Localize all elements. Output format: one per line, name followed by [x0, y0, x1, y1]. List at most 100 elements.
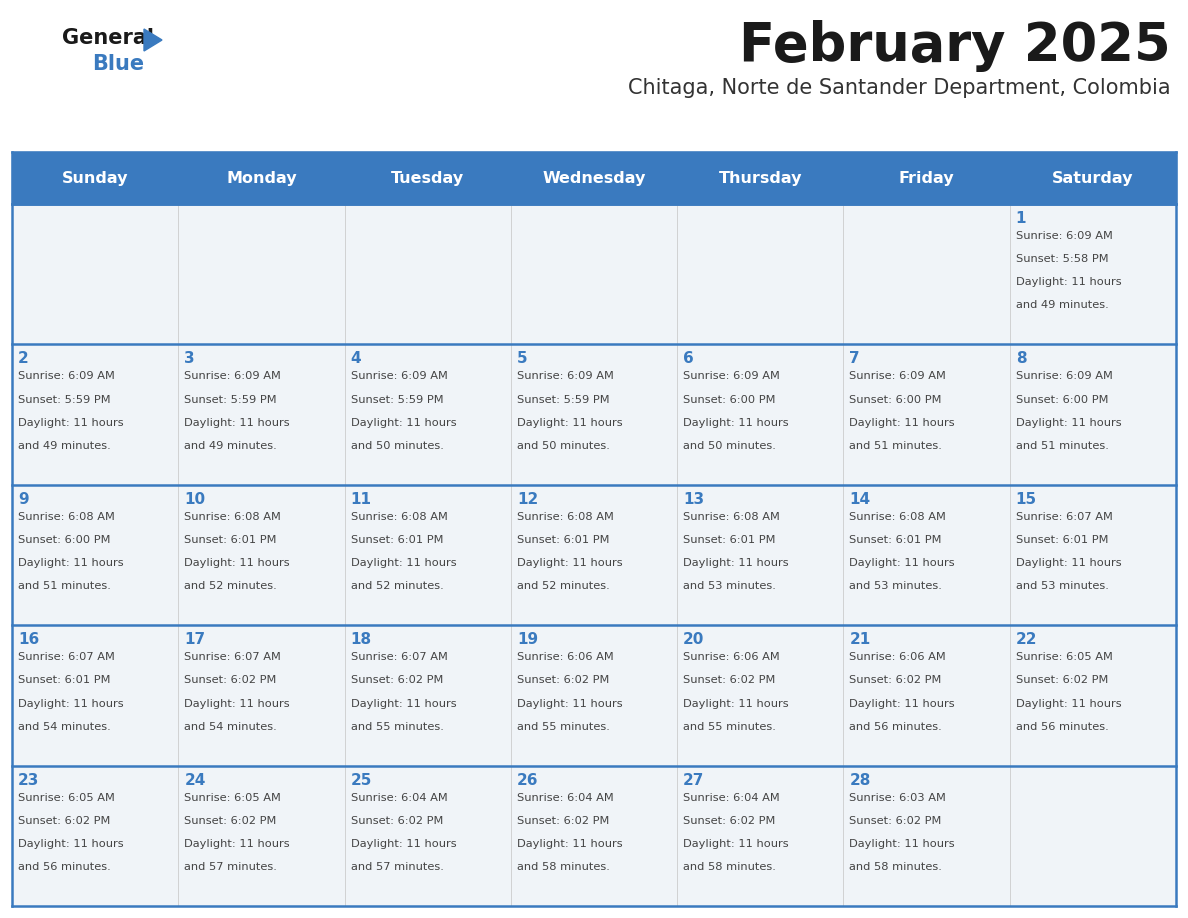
- Text: 3: 3: [184, 352, 195, 366]
- Text: Sunrise: 6:06 AM: Sunrise: 6:06 AM: [517, 652, 614, 662]
- Text: 17: 17: [184, 633, 206, 647]
- Text: Sunset: 6:02 PM: Sunset: 6:02 PM: [350, 816, 443, 826]
- Text: 26: 26: [517, 773, 538, 788]
- Text: and 53 minutes.: and 53 minutes.: [1016, 581, 1108, 591]
- Bar: [843, 766, 1010, 906]
- Text: and 58 minutes.: and 58 minutes.: [517, 862, 609, 872]
- Text: Daylight: 11 hours: Daylight: 11 hours: [1016, 558, 1121, 568]
- Text: and 54 minutes.: and 54 minutes.: [184, 722, 277, 732]
- Bar: [345, 204, 511, 344]
- Text: Sunset: 6:01 PM: Sunset: 6:01 PM: [849, 535, 942, 545]
- Text: 21: 21: [849, 633, 871, 647]
- Text: 24: 24: [184, 773, 206, 788]
- Text: Sunset: 5:59 PM: Sunset: 5:59 PM: [517, 395, 609, 405]
- Text: Daylight: 11 hours: Daylight: 11 hours: [184, 839, 290, 849]
- Bar: [843, 485, 1010, 625]
- Text: Sunset: 6:01 PM: Sunset: 6:01 PM: [683, 535, 776, 545]
- Text: Sunset: 6:02 PM: Sunset: 6:02 PM: [184, 676, 277, 686]
- Text: Daylight: 11 hours: Daylight: 11 hours: [517, 418, 623, 428]
- Bar: [12, 766, 178, 906]
- Bar: [345, 344, 511, 485]
- Bar: [12, 344, 178, 485]
- Text: Daylight: 11 hours: Daylight: 11 hours: [184, 699, 290, 709]
- Text: Daylight: 11 hours: Daylight: 11 hours: [1016, 418, 1121, 428]
- Text: Daylight: 11 hours: Daylight: 11 hours: [517, 558, 623, 568]
- Text: Sunrise: 6:05 AM: Sunrise: 6:05 AM: [184, 792, 282, 802]
- Bar: [12, 204, 178, 344]
- Text: Sunset: 5:59 PM: Sunset: 5:59 PM: [184, 395, 277, 405]
- Text: Daylight: 11 hours: Daylight: 11 hours: [184, 558, 290, 568]
- Text: Sunset: 6:02 PM: Sunset: 6:02 PM: [517, 676, 609, 686]
- Text: 23: 23: [18, 773, 39, 788]
- Text: Sunrise: 6:04 AM: Sunrise: 6:04 AM: [350, 792, 448, 802]
- Text: Sunrise: 6:09 AM: Sunrise: 6:09 AM: [683, 372, 781, 381]
- Text: and 58 minutes.: and 58 minutes.: [683, 862, 776, 872]
- Bar: [178, 766, 345, 906]
- Text: 13: 13: [683, 492, 704, 507]
- Text: 10: 10: [184, 492, 206, 507]
- Text: Sunset: 6:01 PM: Sunset: 6:01 PM: [517, 535, 609, 545]
- Text: and 49 minutes.: and 49 minutes.: [1016, 300, 1108, 310]
- Bar: [511, 485, 677, 625]
- Text: Sunrise: 6:08 AM: Sunrise: 6:08 AM: [849, 512, 947, 521]
- Text: and 50 minutes.: and 50 minutes.: [517, 441, 609, 451]
- Text: 25: 25: [350, 773, 372, 788]
- Bar: [843, 625, 1010, 766]
- Text: Daylight: 11 hours: Daylight: 11 hours: [18, 418, 124, 428]
- Text: Sunrise: 6:04 AM: Sunrise: 6:04 AM: [517, 792, 614, 802]
- Text: 12: 12: [517, 492, 538, 507]
- Text: and 51 minutes.: and 51 minutes.: [849, 441, 942, 451]
- Text: Sunrise: 6:08 AM: Sunrise: 6:08 AM: [184, 512, 282, 521]
- Bar: [1010, 625, 1176, 766]
- Text: Sunset: 6:02 PM: Sunset: 6:02 PM: [849, 816, 942, 826]
- Text: Daylight: 11 hours: Daylight: 11 hours: [683, 839, 789, 849]
- Text: and 57 minutes.: and 57 minutes.: [350, 862, 443, 872]
- Text: 5: 5: [517, 352, 527, 366]
- Text: Sunrise: 6:09 AM: Sunrise: 6:09 AM: [517, 372, 614, 381]
- Bar: [677, 625, 843, 766]
- Bar: [511, 625, 677, 766]
- Text: Sunset: 6:02 PM: Sunset: 6:02 PM: [683, 816, 776, 826]
- Text: Chitaga, Norte de Santander Department, Colombia: Chitaga, Norte de Santander Department, …: [628, 78, 1171, 98]
- Text: Sunset: 6:00 PM: Sunset: 6:00 PM: [849, 395, 942, 405]
- Bar: [1010, 204, 1176, 344]
- Text: and 53 minutes.: and 53 minutes.: [683, 581, 776, 591]
- Polygon shape: [144, 29, 162, 51]
- Bar: [12, 152, 1176, 204]
- Text: Sunday: Sunday: [62, 171, 128, 185]
- Text: Daylight: 11 hours: Daylight: 11 hours: [350, 558, 456, 568]
- Text: 4: 4: [350, 352, 361, 366]
- Text: Thursday: Thursday: [719, 171, 802, 185]
- Text: and 55 minutes.: and 55 minutes.: [683, 722, 776, 732]
- Text: Sunrise: 6:09 AM: Sunrise: 6:09 AM: [184, 372, 282, 381]
- Bar: [1010, 344, 1176, 485]
- Text: 8: 8: [1016, 352, 1026, 366]
- Text: Sunrise: 6:09 AM: Sunrise: 6:09 AM: [350, 372, 448, 381]
- Text: Sunrise: 6:08 AM: Sunrise: 6:08 AM: [683, 512, 781, 521]
- Text: Daylight: 11 hours: Daylight: 11 hours: [18, 558, 124, 568]
- Text: Sunrise: 6:08 AM: Sunrise: 6:08 AM: [350, 512, 448, 521]
- Text: 6: 6: [683, 352, 694, 366]
- Text: Sunset: 6:02 PM: Sunset: 6:02 PM: [849, 676, 942, 686]
- Bar: [1010, 766, 1176, 906]
- Text: Friday: Friday: [899, 171, 954, 185]
- Bar: [511, 766, 677, 906]
- Text: and 55 minutes.: and 55 minutes.: [350, 722, 443, 732]
- Text: Saturday: Saturday: [1053, 171, 1133, 185]
- Text: 11: 11: [350, 492, 372, 507]
- Text: Sunset: 6:01 PM: Sunset: 6:01 PM: [350, 535, 443, 545]
- Bar: [511, 204, 677, 344]
- Text: Sunrise: 6:09 AM: Sunrise: 6:09 AM: [1016, 231, 1113, 241]
- Text: 20: 20: [683, 633, 704, 647]
- Text: Sunrise: 6:07 AM: Sunrise: 6:07 AM: [184, 652, 282, 662]
- Text: Daylight: 11 hours: Daylight: 11 hours: [1016, 699, 1121, 709]
- Text: Daylight: 11 hours: Daylight: 11 hours: [350, 699, 456, 709]
- Text: and 53 minutes.: and 53 minutes.: [849, 581, 942, 591]
- Bar: [843, 204, 1010, 344]
- Text: Sunrise: 6:09 AM: Sunrise: 6:09 AM: [18, 372, 115, 381]
- Text: Blue: Blue: [91, 54, 144, 74]
- Text: Monday: Monday: [226, 171, 297, 185]
- Text: Sunrise: 6:08 AM: Sunrise: 6:08 AM: [517, 512, 614, 521]
- Text: and 56 minutes.: and 56 minutes.: [18, 862, 110, 872]
- Text: Sunrise: 6:05 AM: Sunrise: 6:05 AM: [1016, 652, 1113, 662]
